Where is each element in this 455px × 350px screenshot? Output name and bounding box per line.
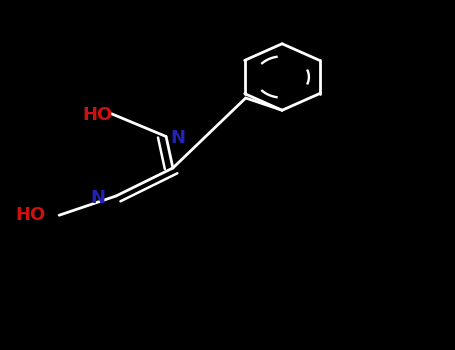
Text: HO: HO [16,206,46,224]
Text: N: N [170,129,185,147]
Text: N: N [91,189,105,207]
Text: HO: HO [83,106,113,124]
